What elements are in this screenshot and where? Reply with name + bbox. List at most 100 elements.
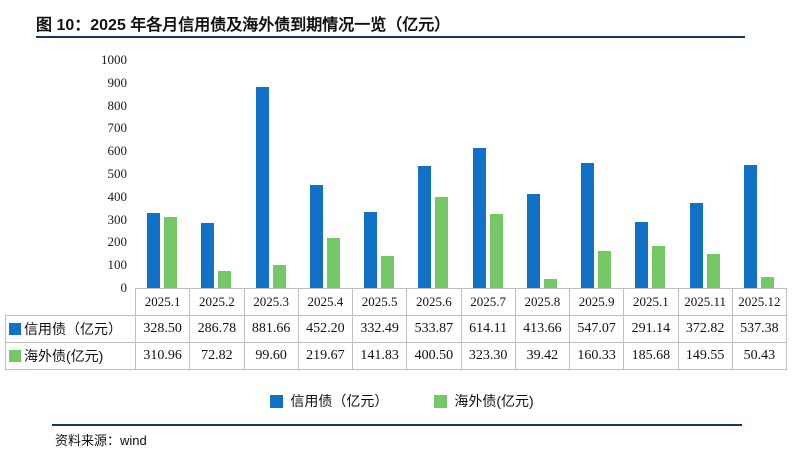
series-label: 海外债(亿元) — [24, 348, 104, 364]
y-axis-tick: 600 — [107, 143, 128, 159]
overseas-bond-bar — [543, 279, 557, 288]
overseas-bond-bar — [598, 251, 612, 288]
table-body: 2025.1 2025.2 2025.3 2025.4 2025.5 2025.6 2025… — [5, 288, 788, 370]
source-note: 资料来源：wind — [55, 430, 147, 449]
source-label: 资料来源： — [55, 433, 121, 448]
legend-item: 海外债(亿元) — [434, 391, 534, 411]
series-label-cell: 海外债(亿元) — [5, 342, 136, 370]
credit-bond-bar — [201, 222, 215, 288]
value-cell: 99.60 — [243, 342, 299, 370]
value-cell: 881.66 — [243, 315, 299, 343]
overseas-bond-bar — [489, 214, 503, 288]
overseas-bond-bar — [218, 271, 232, 288]
table-row: 信用债（亿元） 328.50 286.78 881.66 452.20 332.49 533… — [5, 315, 788, 343]
y-axis-tick: 700 — [107, 120, 128, 136]
bar-plot — [135, 60, 786, 288]
y-axis-tick: 100 — [107, 257, 128, 273]
bar-group — [406, 60, 460, 288]
table-header-row: 2025.1 2025.2 2025.3 2025.4 2025.5 2025.6 2025… — [6, 288, 788, 316]
bar-group — [461, 60, 515, 288]
value-cell: 286.78 — [189, 315, 245, 343]
month-header-cell: 2025.3 — [243, 288, 299, 316]
value-cell: 219.67 — [297, 342, 354, 370]
value-cell: 537.38 — [731, 315, 788, 343]
month-header-cell: 2025.1 — [134, 288, 191, 316]
credit-bond-bar — [743, 165, 757, 288]
credit-bond-bar — [472, 147, 486, 288]
value-cell: 160.33 — [568, 342, 625, 370]
credit-bond-swatch-icon — [9, 323, 21, 335]
table-corner-cell — [6, 289, 136, 316]
bar-group — [189, 60, 243, 288]
y-axis-tick: 1000 — [101, 52, 127, 67]
month-header-cell: 2025.12 — [731, 288, 788, 316]
value-cell: 323.30 — [460, 342, 516, 370]
month-header-cell: 2025.9 — [568, 288, 625, 316]
credit-bond-legend-swatch-icon — [270, 394, 284, 408]
legend: 信用债（亿元） 海外债(亿元) — [0, 391, 804, 411]
month-header-cell: 2025.5 — [351, 288, 408, 316]
y-axis-tick: 0 — [120, 280, 128, 295]
month-header-cell: 2025.1 — [623, 288, 679, 316]
bar-group — [135, 60, 189, 288]
month-header-cell: 2025.2 — [189, 288, 245, 316]
bar-group — [569, 60, 623, 288]
y-axis-tick: 800 — [107, 97, 128, 113]
value-cell: 328.50 — [134, 315, 191, 343]
series-label-cell: 信用债（亿元） — [5, 315, 136, 343]
overseas-bond-bar — [164, 217, 178, 288]
credit-bond-bar — [418, 166, 432, 288]
title-divider — [36, 36, 745, 38]
month-header-cell: 2025.7 — [460, 288, 516, 316]
overseas-bond-bar — [381, 255, 395, 288]
legend-label: 信用债（亿元） — [290, 393, 389, 409]
overseas-bond-swatch-icon — [9, 350, 21, 362]
credit-bond-bar — [255, 86, 269, 288]
value-cell: 372.82 — [677, 315, 733, 343]
source-value: wind — [120, 433, 147, 448]
table-row: 海外债(亿元) 310.96 72.82 99.60 219.67 141.83 400.5… — [5, 342, 788, 370]
value-cell: 452.20 — [297, 315, 354, 343]
credit-bond-bar — [635, 221, 649, 288]
bar-group — [515, 60, 569, 288]
legend-label: 海外债(亿元) — [454, 393, 534, 409]
value-cell: 149.55 — [677, 342, 733, 370]
credit-bond-bar — [526, 193, 540, 288]
overseas-bond-bar — [652, 245, 666, 288]
y-axis-tick: 200 — [107, 234, 128, 250]
value-cell: 533.87 — [406, 315, 462, 343]
bar-group — [298, 60, 352, 288]
month-header-cell: 2025.8 — [514, 288, 571, 316]
value-cell: 185.68 — [623, 342, 679, 370]
credit-bond-bar — [364, 212, 378, 288]
month-header-cell: 2025.6 — [406, 288, 462, 316]
value-cell: 72.82 — [189, 342, 245, 370]
y-axis-tick: 500 — [107, 166, 128, 181]
bar-group — [244, 60, 298, 288]
bar-group — [678, 60, 732, 288]
series-label: 信用债（亿元） — [24, 321, 122, 337]
overseas-bond-bar — [326, 237, 340, 288]
credit-bond-bar — [147, 213, 161, 288]
value-cell: 39.42 — [514, 342, 571, 370]
value-cell: 614.11 — [460, 315, 516, 343]
value-cell: 547.07 — [568, 315, 625, 343]
overseas-bond-bar — [435, 196, 449, 288]
y-axis-tick: 400 — [107, 188, 128, 204]
value-cell: 50.43 — [731, 342, 788, 370]
overseas-bond-bar — [760, 276, 774, 288]
legend-item: 信用债（亿元） — [270, 391, 388, 411]
y-axis-tick: 900 — [107, 74, 128, 90]
value-cell: 310.96 — [134, 342, 191, 370]
value-cell: 141.83 — [351, 342, 408, 370]
y-axis-tick: 300 — [107, 211, 128, 227]
bar-group — [352, 60, 406, 288]
credit-bond-bar — [309, 184, 323, 288]
overseas-bond-bar — [706, 253, 720, 288]
overseas-bond-bar — [272, 265, 286, 288]
footer-divider — [52, 424, 742, 426]
value-cell: 332.49 — [351, 315, 408, 343]
value-cell: 400.50 — [406, 342, 462, 370]
month-header-cell: 2025.11 — [677, 288, 733, 316]
